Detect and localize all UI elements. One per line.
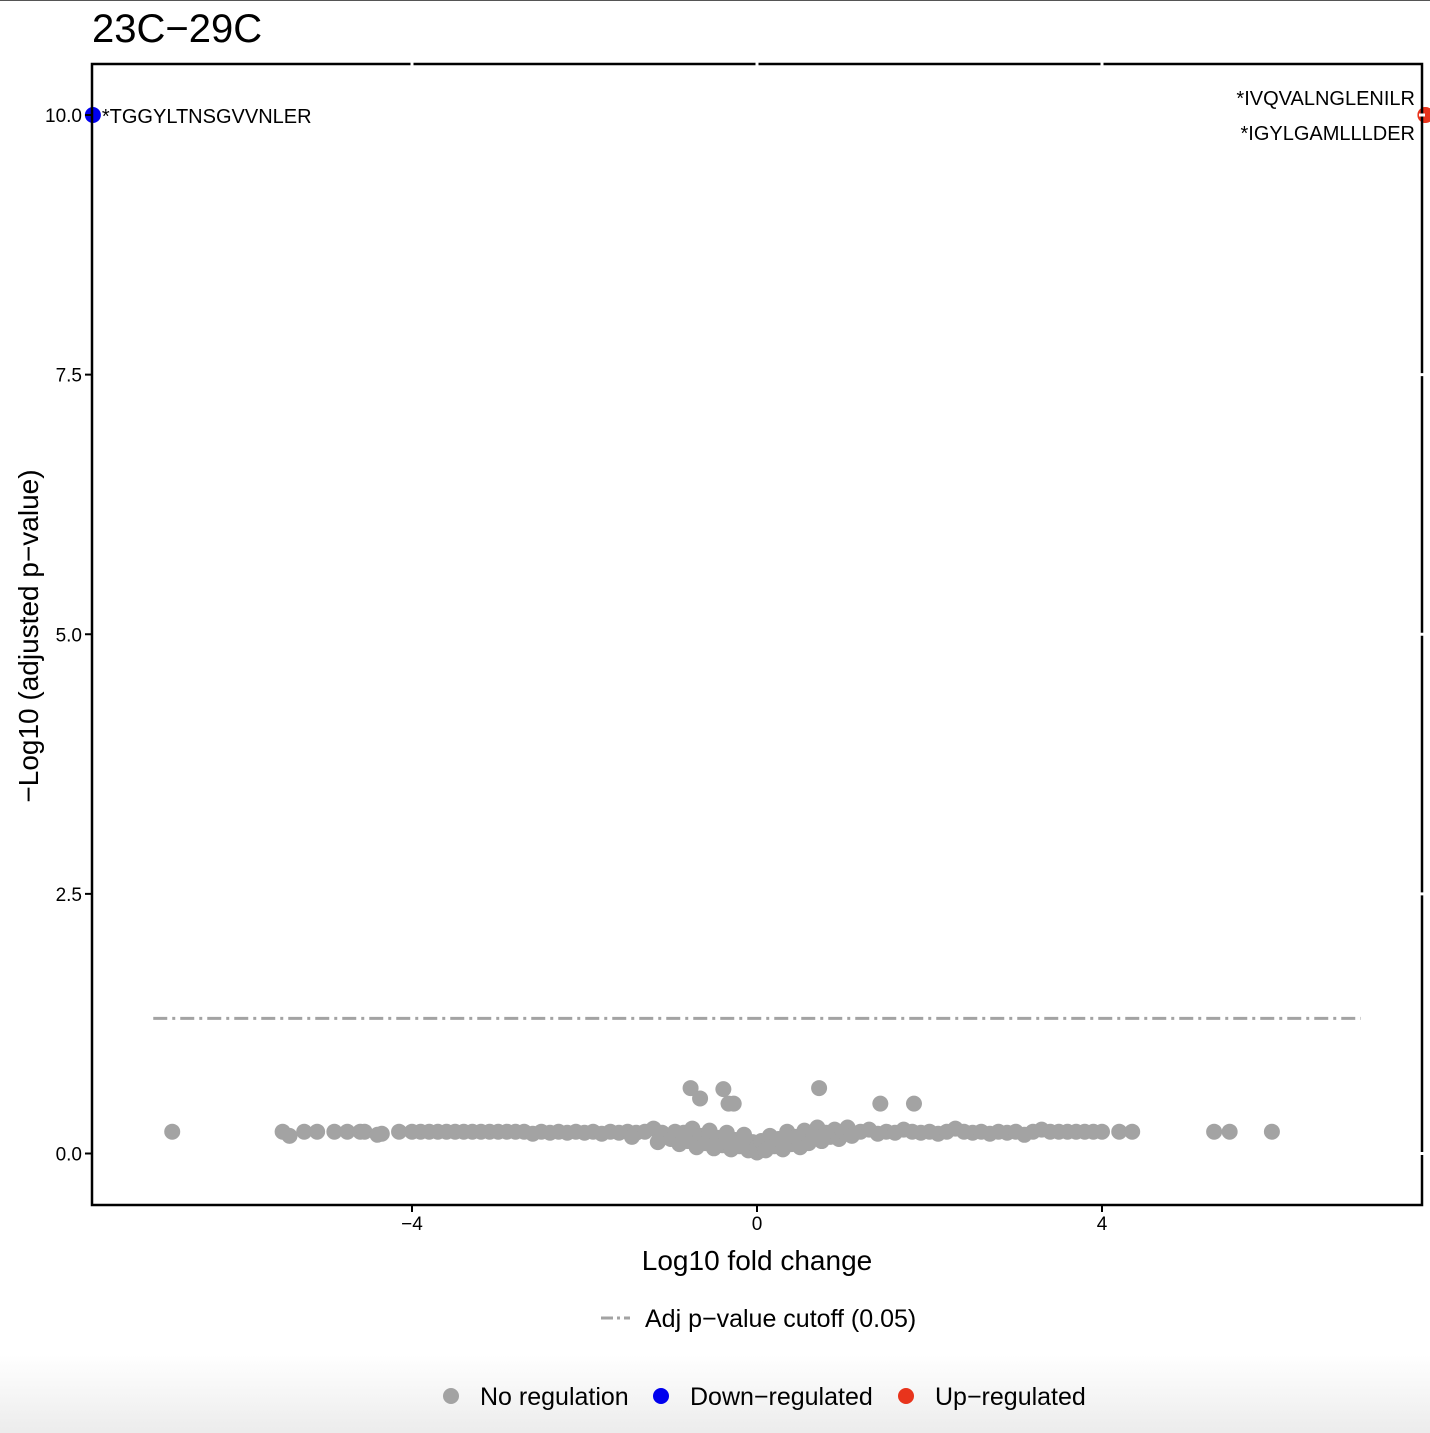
x-tick-label: 4 bbox=[1097, 1214, 1108, 1235]
point-label-up: *IGYLGAMLLLDER bbox=[1240, 123, 1415, 145]
data-point bbox=[715, 1081, 732, 1098]
points-layer bbox=[84, 107, 1430, 1161]
data-point bbox=[905, 1095, 922, 1112]
data-point bbox=[309, 1123, 326, 1140]
y-tick-label: 10.0 bbox=[45, 106, 82, 127]
data-point bbox=[1111, 1123, 1128, 1140]
chart-title: 23C−29C bbox=[92, 7, 262, 51]
legend: Adj p−value cutoff (0.05) No regulation Do… bbox=[443, 1305, 1086, 1411]
data-point bbox=[391, 1123, 408, 1140]
legend-key-1 bbox=[653, 1388, 669, 1404]
data-point bbox=[623, 1128, 640, 1145]
legend-label: No regulation bbox=[480, 1383, 629, 1411]
point-label-down: *TGGYLTNSGVVNLER bbox=[102, 106, 312, 128]
data-point bbox=[326, 1123, 343, 1140]
data-point bbox=[164, 1123, 181, 1140]
data-point bbox=[296, 1123, 313, 1140]
data-point bbox=[1206, 1123, 1223, 1140]
data-point bbox=[281, 1127, 298, 1144]
legend-background bbox=[0, 1355, 1430, 1433]
legend-label: Up−regulated bbox=[935, 1383, 1086, 1411]
data-point bbox=[682, 1080, 699, 1097]
data-point bbox=[356, 1123, 373, 1140]
legend-label: Down−regulated bbox=[690, 1383, 873, 1411]
data-point bbox=[1263, 1123, 1280, 1140]
data-point bbox=[811, 1080, 828, 1097]
y-tick-label: 7.5 bbox=[56, 366, 82, 387]
y-tick-label: 0.0 bbox=[56, 1145, 82, 1166]
x-tick-label: −4 bbox=[401, 1214, 423, 1235]
y-tick-label: 2.5 bbox=[56, 885, 82, 906]
y-tick-label: 5.0 bbox=[56, 625, 82, 646]
data-point bbox=[692, 1090, 709, 1107]
data-point bbox=[872, 1095, 889, 1112]
plot-panel-border bbox=[90, 62, 1424, 1207]
data-point bbox=[339, 1123, 356, 1140]
legend-key-0 bbox=[443, 1388, 459, 1404]
y-axis-title: −Log10 (adjusted p−value) bbox=[13, 469, 44, 802]
legend-key-2 bbox=[898, 1388, 914, 1404]
x-tick-label: 0 bbox=[752, 1214, 763, 1235]
point-labels-layer: *TGGYLTNSGVVNLER *IVQVALNGLENILR *IGYLGAML… bbox=[102, 88, 1415, 145]
data-point bbox=[1221, 1123, 1238, 1140]
data-point bbox=[725, 1095, 742, 1112]
data-point bbox=[1124, 1123, 1141, 1140]
data-point bbox=[373, 1125, 390, 1142]
axes-layer: −4 0 4 0.0 2.5 5.0 7.5 10.0 bbox=[45, 62, 1425, 1235]
data-point bbox=[649, 1134, 666, 1151]
top-border bbox=[0, 0, 1430, 1]
legend-cutoff-label: Adj p−value cutoff (0.05) bbox=[645, 1305, 916, 1333]
data-point bbox=[1094, 1123, 1110, 1140]
point-label-up: *IVQVALNGLENILR bbox=[1236, 88, 1415, 110]
x-axis-title: Log10 fold change bbox=[642, 1245, 872, 1276]
